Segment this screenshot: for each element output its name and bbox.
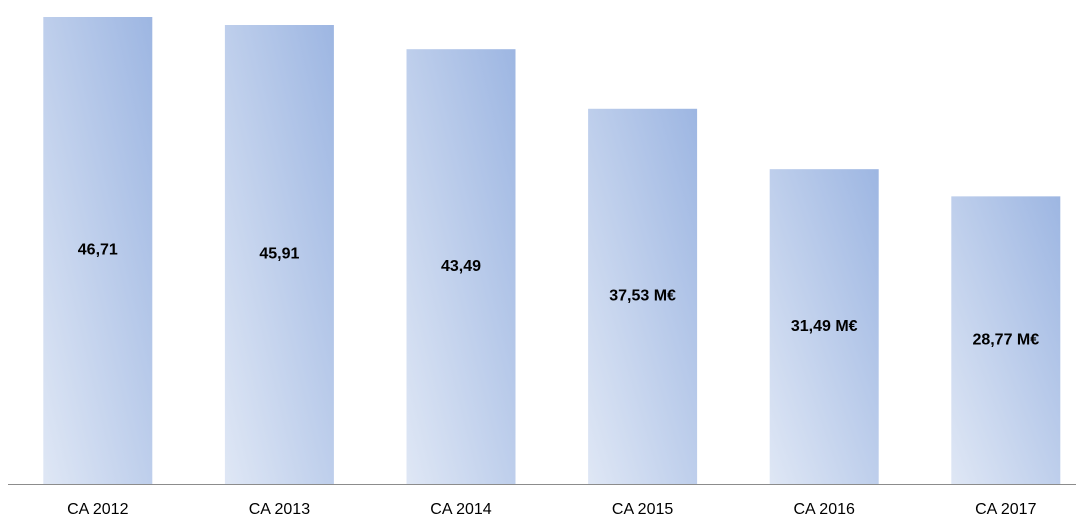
x-tick-label: CA 2013 [249,501,310,518]
x-tick-label: CA 2015 [612,501,673,518]
bar [224,24,334,484]
value-label: 43,49 [441,258,481,275]
x-tick-label: CA 2016 [794,501,855,518]
bar [43,17,153,484]
bar [588,108,698,485]
x-tick-label: CA 2017 [975,501,1036,518]
value-label: 46,71 [78,242,118,259]
x-tick-label: CA 2014 [430,501,491,518]
value-label: 28,77 M€ [972,331,1039,348]
value-label: 37,53 M€ [609,288,676,305]
value-label: 45,91 [259,246,299,263]
bar [406,49,516,484]
value-label: 31,49 M€ [791,318,858,335]
x-tick-label: CA 2012 [67,501,128,518]
bar [951,196,1061,485]
bar [769,169,879,484]
